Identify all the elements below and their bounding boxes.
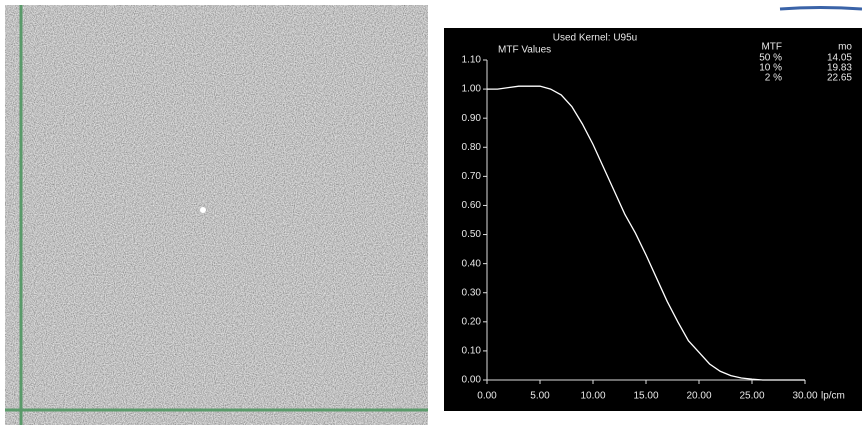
x-tick-label: 0.00 — [477, 391, 497, 402]
table-cell: 50 % — [759, 53, 782, 64]
y-tick-label: 0.50 — [462, 229, 482, 240]
wire-point — [200, 207, 206, 213]
table-cell: 19.83 — [827, 63, 852, 74]
x-tick-label: 15.00 — [633, 391, 658, 402]
y-tick-label: 0.10 — [462, 346, 482, 357]
y-tick-label: 1.00 — [462, 84, 482, 95]
chart-title: Used Kernel: U95u — [553, 33, 638, 44]
x-tick-label: 5.00 — [530, 391, 550, 402]
table-header: mo — [838, 42, 852, 53]
y-tick-label: 0.70 — [462, 171, 482, 182]
table-cell: 14.05 — [827, 53, 852, 64]
table-cell: 22.65 — [827, 73, 852, 84]
table-cell: 2 % — [765, 73, 782, 84]
x-axis-label: lp/cm — [821, 391, 845, 402]
chart-background — [444, 28, 862, 411]
x-tick-label: 10.00 — [580, 391, 605, 402]
image-noise — [5, 5, 428, 425]
table-cell: 10 % — [759, 63, 782, 74]
y-tick-label: 0.00 — [462, 375, 482, 386]
y-tick-label: 0.90 — [462, 113, 482, 124]
y-tick-label: 0.60 — [462, 200, 482, 211]
decoration — [779, 6, 862, 11]
x-tick-label: 25.00 — [739, 391, 764, 402]
y-tick-label: 0.40 — [462, 258, 482, 269]
ct-image — [5, 5, 428, 425]
mtf-table: MTF mo 50 % 14.05 10 % 19.83 2 % 22.65 — [759, 42, 852, 84]
y-tick-label: 0.30 — [462, 287, 482, 298]
mtf-curve — [487, 85, 805, 381]
y-tick-label: 0.80 — [462, 142, 482, 153]
y-tick-label: 0.20 — [462, 316, 482, 327]
x-tick-label: 30.00 — [792, 391, 817, 402]
table-header: MTF — [761, 42, 782, 53]
y-tick-label: 1.10 — [462, 55, 482, 66]
x-tick-label: 20.00 — [686, 391, 711, 402]
chart-subtitle: MTF Values — [498, 45, 551, 56]
